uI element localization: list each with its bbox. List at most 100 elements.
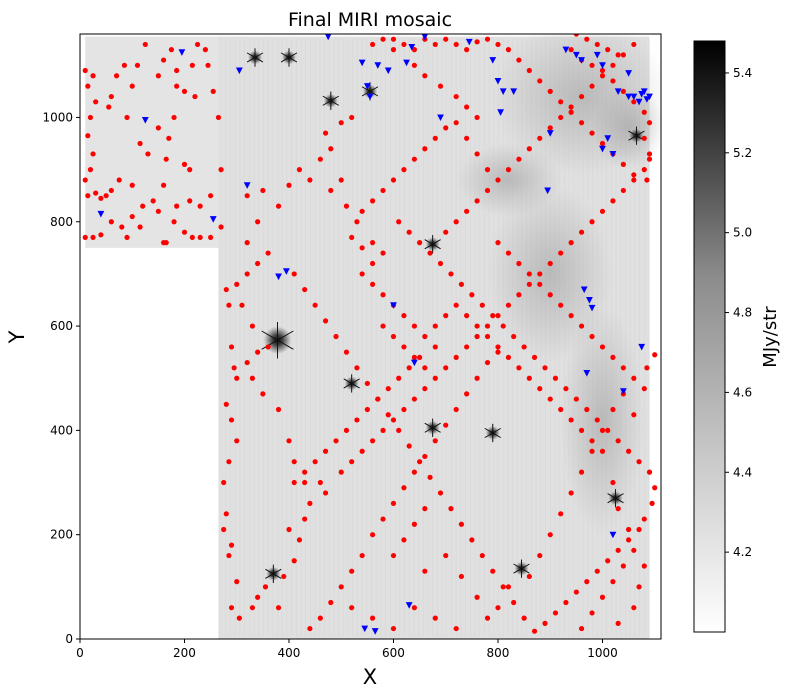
red-source-point (129, 213, 135, 220)
red-source-point (495, 240, 501, 246)
red-source-point (364, 406, 370, 413)
red-source-point (228, 417, 235, 423)
red-source-point (599, 594, 606, 600)
red-source-point (369, 281, 376, 287)
colorbar-tick-label: 5.4 (733, 66, 752, 80)
bright-source-spike (628, 130, 645, 141)
red-source-point (599, 140, 606, 147)
blue-source-point (390, 302, 397, 309)
colorbar-tick-label: 4.4 (733, 465, 752, 479)
red-source-point (641, 563, 647, 569)
red-source-point (296, 537, 303, 543)
red-source-point (87, 114, 94, 121)
red-source-point (558, 406, 564, 413)
red-source-point (484, 167, 491, 173)
red-source-point (443, 36, 449, 42)
red-source-point (369, 532, 376, 538)
red-source-point (495, 344, 501, 350)
x-tick-label: 400 (278, 646, 301, 660)
red-source-point (516, 156, 522, 162)
red-source-point (422, 568, 428, 574)
blue-source-point (625, 93, 633, 101)
red-source-point (599, 67, 606, 74)
red-source-point (469, 537, 475, 543)
red-source-point (380, 516, 386, 522)
blue-source-point (638, 90, 646, 98)
red-source-point (432, 41, 438, 48)
blue-source-point (363, 83, 371, 90)
red-source-point (317, 479, 323, 486)
red-source-point (85, 193, 91, 199)
red-source-point (121, 62, 128, 68)
blue-source-point (494, 77, 502, 85)
red-source-point (155, 73, 161, 79)
red-source-point (526, 67, 532, 74)
blue-source-series (97, 34, 653, 635)
red-source-point (359, 271, 365, 277)
red-source-point (578, 323, 585, 329)
plot-frame (79, 33, 662, 640)
y-tick-label: 600 (50, 319, 73, 333)
red-source-point (474, 198, 480, 204)
blue-source-point (619, 388, 627, 395)
red-source-point (401, 537, 407, 543)
red-source-point (432, 375, 438, 381)
red-source-point (568, 417, 574, 423)
red-source-point (432, 438, 438, 444)
red-source-point (584, 36, 590, 42)
red-source-point (354, 417, 360, 423)
red-source-point (343, 349, 350, 355)
blue-source-point (583, 370, 591, 377)
red-source-point (343, 203, 350, 209)
red-source-point (479, 302, 485, 308)
red-source-point (166, 135, 172, 141)
red-source-point (390, 177, 397, 183)
red-source-point (526, 573, 532, 580)
blue-source-point (178, 49, 186, 56)
red-source-point (589, 83, 595, 89)
blue-source-point (371, 628, 379, 635)
red-source-point (552, 375, 559, 381)
red-source-point (396, 427, 402, 433)
red-source-point (369, 240, 376, 246)
red-source-point (652, 485, 658, 491)
red-source-point (205, 62, 211, 68)
red-source-point (636, 526, 642, 533)
red-source-point (589, 333, 595, 340)
blue-source-point (630, 93, 638, 101)
blue-source-point (243, 182, 251, 189)
blue-source-point (403, 59, 410, 67)
red-source-point (422, 333, 428, 340)
red-source-point (578, 625, 585, 632)
red-source-point (98, 195, 104, 201)
red-source-point (432, 344, 438, 350)
red-source-point (437, 83, 444, 89)
red-source-point (155, 125, 161, 131)
red-source-point (599, 448, 606, 454)
red-source-point (615, 547, 621, 553)
blue-source-point (609, 531, 617, 539)
y-axis-ticks: 0 200 400 600 800 1000 (42, 110, 80, 646)
red-source-point (443, 313, 449, 319)
blue-source-point (97, 210, 105, 218)
red-source-point (453, 93, 459, 100)
colorbar-label: MJy/str (760, 306, 781, 368)
red-source-point (160, 57, 167, 63)
bright-source-spike (513, 563, 530, 574)
red-source-point (500, 323, 506, 329)
bright-source (424, 418, 441, 437)
red-source-point (155, 208, 161, 214)
red-source-point (505, 47, 512, 53)
mosaic-nebula (456, 143, 561, 217)
red-source-point (255, 260, 261, 267)
red-source-point (490, 568, 496, 574)
red-source-point (558, 99, 564, 105)
red-source-point (453, 406, 459, 413)
red-source-point (484, 615, 491, 621)
red-source-point (537, 552, 543, 559)
red-source-point (369, 615, 376, 621)
red-source-point (380, 427, 386, 433)
red-source-point (646, 469, 653, 475)
red-source-point (537, 271, 543, 277)
x-tick-label: 800 (487, 646, 510, 660)
